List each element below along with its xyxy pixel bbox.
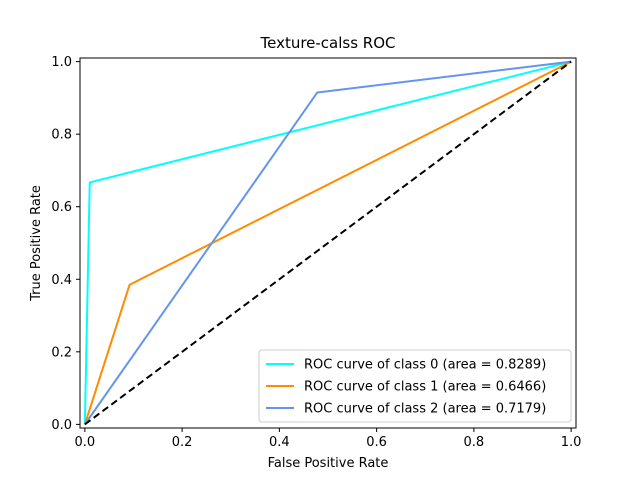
y-tick-label: 0.4: [51, 273, 72, 288]
x-tick-label: 1.0: [561, 435, 582, 450]
legend-box: [258, 349, 572, 423]
chance-diagonal-line: [84, 60, 572, 426]
y-tick-label: 0.8: [51, 128, 72, 143]
y-tick-label: 0.0: [51, 418, 72, 433]
roc-curve-class-0: [83, 60, 572, 425]
legend: ROC curve of class 0 (area = 0.8289) ROC …: [258, 349, 572, 423]
legend-label-class-0: ROC curve of class 0 (area = 0.8289): [304, 358, 546, 373]
y-tick-label: 1.0: [51, 55, 72, 70]
x-axis-label: False Positive Rate: [268, 456, 389, 471]
axes: 0.0 0.2 0.4 0.6 0.8 1.0 0.0 0.2 0.4 0.6 0.8 1.0: [51, 55, 581, 450]
y-tick-label: 0.6: [51, 200, 72, 215]
y-tick-label: 0.2: [51, 345, 72, 360]
roc-curve-class-2: [84, 60, 572, 425]
chart-title: Texture-calss ROC: [259, 34, 395, 52]
legend-label-class-1: ROC curve of class 1 (area = 0.6466): [304, 380, 546, 395]
x-tick-label: 0.8: [464, 435, 485, 450]
plot-frame: [79, 57, 577, 429]
roc-curve-class-1: [83, 60, 572, 425]
x-tick-label: 0.2: [172, 435, 193, 450]
y-axis-label: True Positive Rate: [29, 185, 44, 302]
legend-label-class-2: ROC curve of class 2 (area = 0.7179): [304, 402, 546, 417]
x-tick-label: 0.4: [269, 435, 290, 450]
x-tick-label: 0.0: [75, 435, 96, 450]
plot-area: [83, 60, 572, 426]
x-tick-label: 0.6: [366, 435, 387, 450]
